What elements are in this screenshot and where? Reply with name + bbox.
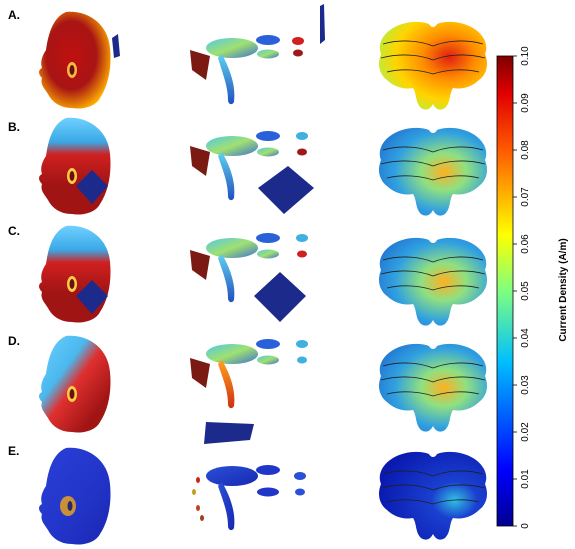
row-c [39, 225, 487, 326]
electrode-a [112, 34, 120, 58]
colorbar-gradient [496, 55, 514, 527]
brain-parts-c [190, 233, 308, 322]
brain-parts-d [190, 339, 308, 444]
colorbar-tick-label: 0.02 [520, 422, 531, 442]
colorbar-tick-label: 0.04 [520, 328, 531, 348]
colorbar-tick-label: 0 [520, 523, 531, 529]
colorbar-tick-label: 0.08 [520, 140, 531, 160]
row-label-a: A. [8, 8, 20, 22]
electrode-b [76, 170, 108, 204]
colorbar-ticks: 0 0.01 0.02 0.03 0.04 0.05 0.06 0.07 0.08 0.09 0.1… [513, 46, 531, 529]
row-b [39, 117, 487, 216]
brain-parts-e [192, 465, 306, 531]
electrode-c [76, 280, 108, 314]
head-model-a [39, 11, 111, 109]
brain-parts-a [190, 4, 325, 105]
colorbar: 0 0.01 0.02 0.03 0.04 0.05 0.06 0.07 0.08 0.09 0.1… [496, 46, 569, 529]
colorbar-tick-label: 0.05 [520, 281, 531, 301]
head-model-d [39, 335, 111, 433]
row-a [39, 4, 487, 110]
head-model-e [39, 447, 111, 545]
colorbar-tick-label: 0.06 [520, 234, 531, 254]
colorbar-tick-label: 0.10 [520, 46, 531, 66]
cerebellum-flatmap-c [379, 237, 487, 326]
brain-parts-b [190, 131, 314, 214]
row-d [39, 335, 487, 444]
row-label-b: B. [8, 120, 20, 134]
cerebellum-flatmap-b [379, 127, 487, 216]
head-model-c [39, 225, 111, 323]
head-model-b [39, 117, 111, 215]
row-label-c: C. [8, 224, 20, 238]
row-e [39, 447, 487, 545]
colorbar-tick-label: 0.07 [520, 187, 531, 207]
colorbar-tick-label: 0.01 [520, 469, 531, 489]
colorbar-tick-label: 0.09 [520, 93, 531, 113]
colorbar-tick-label: 0.03 [520, 375, 531, 395]
cerebellum-flatmap-d [379, 343, 487, 432]
cerebellum-flatmap-a [379, 21, 487, 110]
cerebellum-flatmap-e [379, 451, 487, 540]
colorbar-label: Current Density (A/m) [558, 238, 569, 341]
row-label-e: E. [8, 444, 20, 458]
row-label-d: D. [8, 334, 20, 348]
